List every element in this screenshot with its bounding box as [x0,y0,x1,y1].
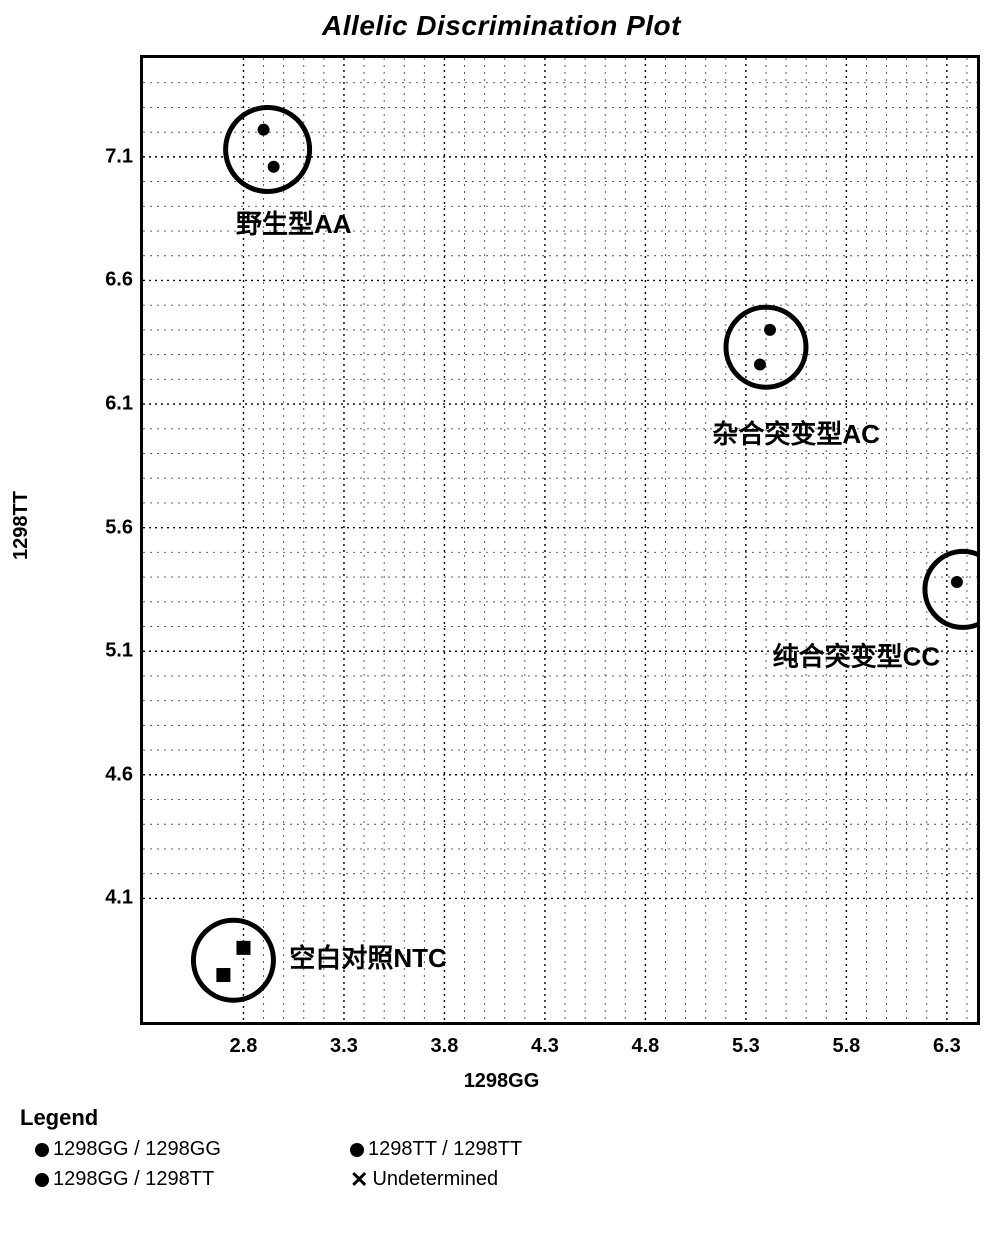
cluster-label-homo-cc: 纯合突变型CC [773,642,941,672]
x-tick-label: 3.8 [431,1035,459,1058]
legend-item: 1298GG / 1298GG [35,1138,221,1161]
x-tick-label: 5.3 [732,1035,760,1058]
y-axis-label: 1298TT [10,491,33,560]
page: Allelic Discrimination Plot 1298TT 野生型AA… [0,0,1003,1246]
x-axis-label: 1298GG [0,1070,1003,1093]
legend-item-label: 1298GG / 1298GG [53,1138,221,1161]
y-tick-label: 5.1 [83,640,133,663]
x-tick-label: 2.8 [230,1035,258,1058]
plot-svg: 野生型AA 杂合突变型AC 纯合突变型CC 空白对照NTC [143,58,977,1022]
y-tick-label: 4.1 [83,887,133,910]
chart-title: Allelic Discrimination Plot [0,10,1003,42]
cluster-label-ntc: 空白对照NTC [289,943,447,973]
legend-item-label: Undetermined [372,1168,498,1191]
legend-item-label: 1298TT / 1298TT [368,1138,522,1161]
y-tick-label: 6.1 [83,393,133,416]
cluster-label-hetero-ac: 杂合突变型AC [712,419,880,449]
legend-title: Legend [20,1105,98,1131]
y-tick-label: 6.6 [83,269,133,292]
x-tick-label: 3.3 [330,1035,358,1058]
y-tick-label: 7.1 [83,145,133,168]
legend-item: ✕ Undetermined [350,1168,498,1191]
plot-area: 野生型AA 杂合突变型AC 纯合突变型CC 空白对照NTC [140,55,980,1025]
cluster-label-wild-type-aa: 野生型AA [236,209,352,239]
y-tick-label: 5.6 [83,516,133,539]
x-tick-label: 5.8 [832,1035,860,1058]
y-tick-label: 4.6 [83,763,133,786]
x-tick-label: 4.8 [632,1035,660,1058]
x-icon: ✕ [350,1173,368,1187]
dot-icon [350,1143,364,1157]
legend-item: 1298GG / 1298TT [35,1168,214,1191]
legend-item: 1298TT / 1298TT [350,1138,522,1161]
dot-icon [35,1173,49,1187]
dot-icon [35,1143,49,1157]
x-tick-label: 4.3 [531,1035,559,1058]
legend-item-label: 1298GG / 1298TT [53,1168,214,1191]
x-tick-label: 6.3 [933,1035,961,1058]
